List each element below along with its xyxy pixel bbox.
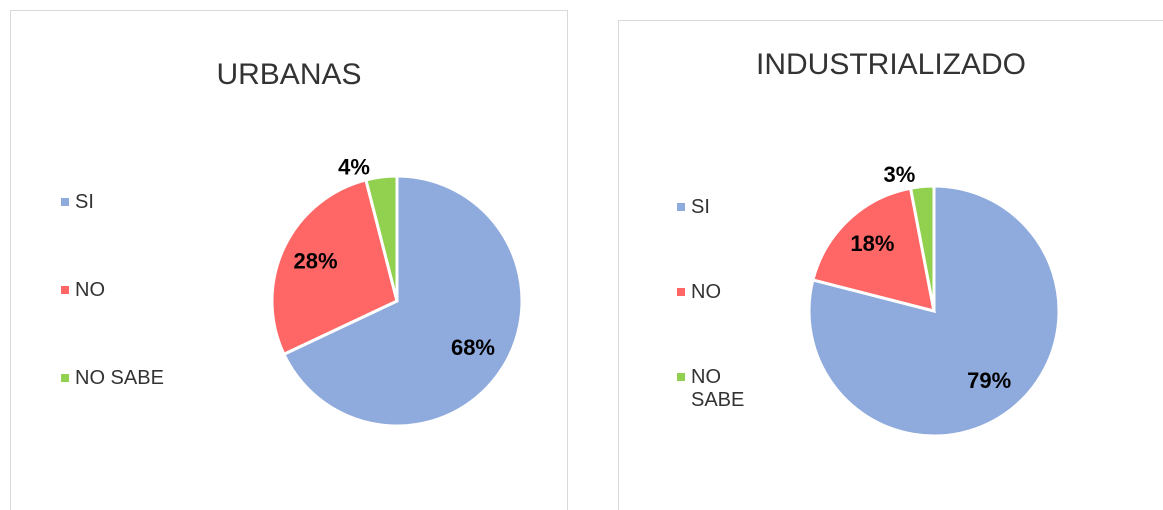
data-label: 79% (967, 368, 1011, 393)
legend-swatch (61, 198, 69, 206)
legend-label: NO (691, 281, 721, 303)
legend-swatch (61, 286, 69, 294)
legend-label: NO (75, 279, 105, 301)
chart: URBANAS 68% 28% 4% (216, 58, 524, 428)
legend-label: SI (75, 191, 94, 213)
data-label: 18% (850, 231, 894, 256)
legend-label: NO SABE (75, 367, 164, 389)
chart-panel: INDUSTRIALIZADO 79% 18% 3% SI NO NO SABE (618, 20, 1163, 510)
data-label: 3% (884, 162, 916, 187)
legend-swatch (677, 203, 685, 211)
pie-slice (364, 174, 399, 302)
legend-label: NO SABE (691, 366, 745, 411)
legend-label: SI (691, 196, 710, 218)
legend-item: NO SABE (61, 367, 261, 390)
legend-item: NO SABE (677, 366, 744, 412)
pie-slice (270, 178, 399, 357)
legend-swatch (677, 373, 685, 381)
chart-panel: URBANAS 68% 28% 4% SI NO NO SABE (10, 10, 568, 510)
legend-item: SI (677, 196, 737, 219)
data-label: 4% (338, 155, 370, 180)
legend-swatch (677, 288, 685, 296)
chart-title: INDUSTRIALIZADO (756, 48, 1026, 81)
legend-item: NO (677, 281, 737, 304)
pie-slice (281, 174, 524, 428)
chart: INDUSTRIALIZADO 79% 18% 3% (756, 48, 1061, 438)
data-label: 28% (294, 248, 338, 273)
legend-swatch (61, 374, 69, 382)
chart-title: URBANAS (216, 58, 361, 91)
pie-slice (908, 184, 936, 312)
legend-item: SI (61, 191, 261, 214)
pie-slice (811, 186, 936, 314)
data-label: 68% (451, 335, 495, 360)
legend-item: NO (61, 279, 261, 302)
